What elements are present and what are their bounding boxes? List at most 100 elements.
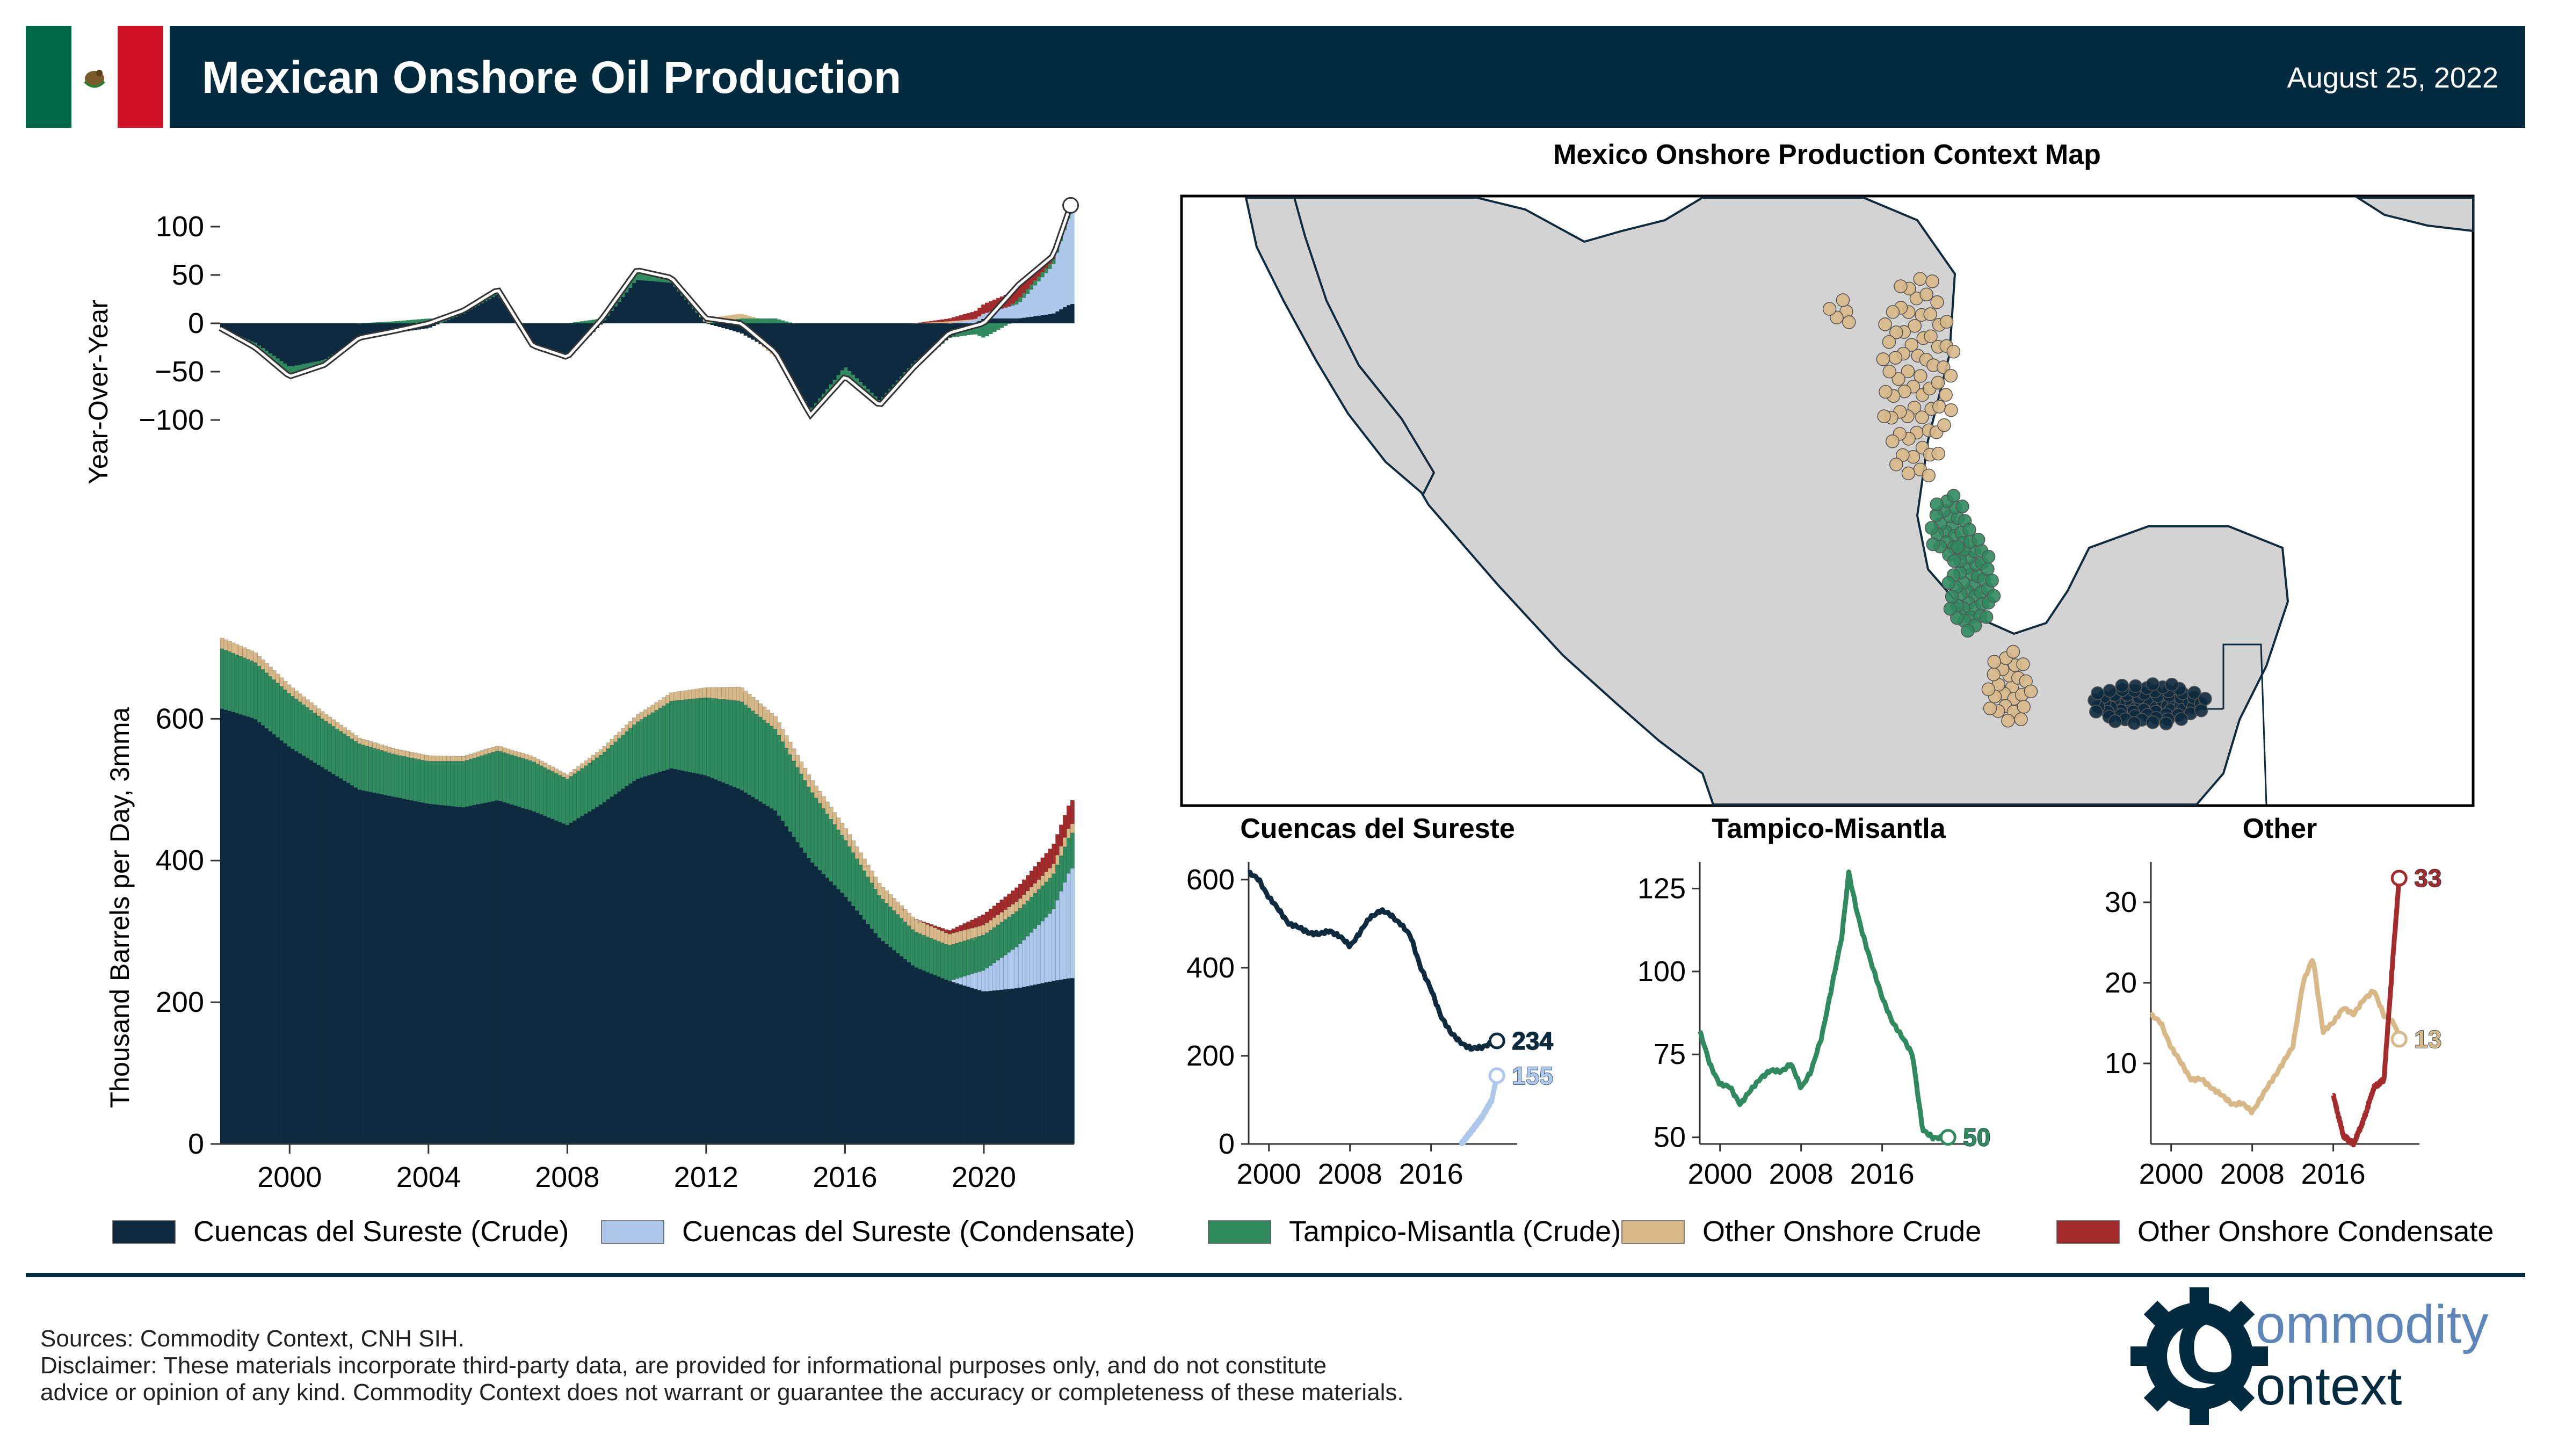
yoy-bar <box>881 323 886 397</box>
yoy-bar <box>276 323 280 359</box>
yoy-bar <box>1044 314 1049 323</box>
legend-swatch <box>1208 1220 1271 1244</box>
yoy-bar <box>770 318 774 323</box>
yoy-bar <box>925 323 930 353</box>
yoy-bar <box>832 323 837 380</box>
map-point-other <box>1983 701 1997 715</box>
yoy-bar <box>387 321 392 323</box>
stack-bar <box>847 901 852 1144</box>
yoy-bar <box>840 323 844 371</box>
yoy-bar <box>588 320 592 323</box>
yoy-bar <box>792 323 796 383</box>
stack-bar <box>580 768 585 816</box>
stack-bar <box>836 889 841 1144</box>
yoy-bar <box>755 318 759 323</box>
stack-bar <box>910 916 915 930</box>
stack-bar <box>238 714 243 1144</box>
map-point-cuencas <box>2089 705 2103 719</box>
yoy-bar <box>725 315 729 321</box>
yoy-bar <box>970 325 974 335</box>
stack-bar <box>1066 978 1071 1144</box>
yoy-bar <box>855 378 859 387</box>
stack-bar <box>970 974 975 988</box>
yoy-bar <box>962 329 967 336</box>
stack-bar <box>565 774 570 779</box>
stack-bar <box>606 748 611 800</box>
stack-bar <box>242 647 247 658</box>
stack-bar <box>840 835 845 893</box>
stack-bar <box>777 735 781 816</box>
yoy-bar <box>331 323 336 354</box>
stack-bar <box>528 810 533 1144</box>
yoy-bar <box>1055 311 1060 323</box>
yoy-bar <box>929 323 933 351</box>
stack-bar <box>1011 949 1016 989</box>
stack-bar <box>253 653 258 663</box>
map-point-other <box>1836 293 1850 307</box>
yoy-bar <box>922 322 926 323</box>
stack-bar <box>851 840 856 853</box>
stack-bar <box>795 842 800 1144</box>
stack-bar <box>1040 857 1045 876</box>
stack-bar <box>450 806 455 1144</box>
stack-bar <box>298 753 302 1144</box>
stack-bar <box>331 719 336 727</box>
stack-bar <box>799 847 804 1144</box>
stack-bar <box>368 792 373 1144</box>
yoy-bar <box>565 323 570 357</box>
yoy-end-marker <box>1062 197 1079 214</box>
stack-bar <box>287 684 292 694</box>
main-production-charts: Year-Over-Year 100 50 0 −50 −100 Thousand Ba… <box>83 197 1079 1193</box>
stack-bar <box>925 923 930 925</box>
stack-bar <box>951 979 956 983</box>
yoy-bar <box>473 307 477 323</box>
stack-bar <box>959 941 963 978</box>
stack-bar <box>929 973 934 1144</box>
stack-bar <box>1021 879 1027 895</box>
stack-bar <box>966 987 971 1144</box>
map-point-other <box>1987 655 2002 669</box>
small-chart-title: Other <box>2243 813 2317 844</box>
stack-bar <box>1029 932 1034 986</box>
yoy-bar <box>996 318 1001 323</box>
stack-bar <box>1014 901 1019 912</box>
stack-bar <box>728 785 733 1144</box>
stack-bar <box>554 773 559 821</box>
stack-bar <box>1029 887 1034 897</box>
stack-bar <box>498 801 503 1144</box>
stack-bar <box>1044 853 1049 872</box>
stack-bar <box>257 656 262 667</box>
stack-bar <box>1037 983 1041 1144</box>
yoy-bar <box>291 323 295 366</box>
stack-bar <box>925 924 930 937</box>
stack-bar <box>1062 837 1068 847</box>
yoy-bar <box>985 323 989 336</box>
stack-bar <box>940 931 945 943</box>
stack-bar <box>751 796 756 1144</box>
yoy-ytick-label: 50 <box>172 259 204 291</box>
yoy-bar <box>733 314 737 320</box>
stack-bar <box>468 758 473 806</box>
stack-bar <box>365 745 369 792</box>
yoy-bar <box>1026 317 1030 323</box>
small-plot: 10 20 30 2000 2008 2016 13 33 <box>2105 862 2442 1190</box>
stack-bar <box>610 738 614 745</box>
stack-bar <box>732 700 737 787</box>
stack-bar <box>528 755 533 761</box>
yoy-bar <box>650 273 655 281</box>
stack-bar <box>687 699 692 772</box>
stack-bar <box>458 807 462 1144</box>
stack-bar <box>235 644 240 655</box>
yoy-bar <box>1022 293 1026 298</box>
yoy-bar <box>900 323 904 376</box>
stack-bar <box>951 944 956 980</box>
stack-bar <box>424 755 429 761</box>
yoy-bar <box>974 319 978 323</box>
stack-bar <box>301 755 306 1144</box>
stack-bar <box>413 758 418 801</box>
yoy-bar <box>309 323 314 363</box>
yoy-bar <box>510 313 514 323</box>
stack-bar <box>584 813 589 1144</box>
yoy-bar <box>955 333 960 337</box>
map-point-other <box>1901 364 1915 379</box>
